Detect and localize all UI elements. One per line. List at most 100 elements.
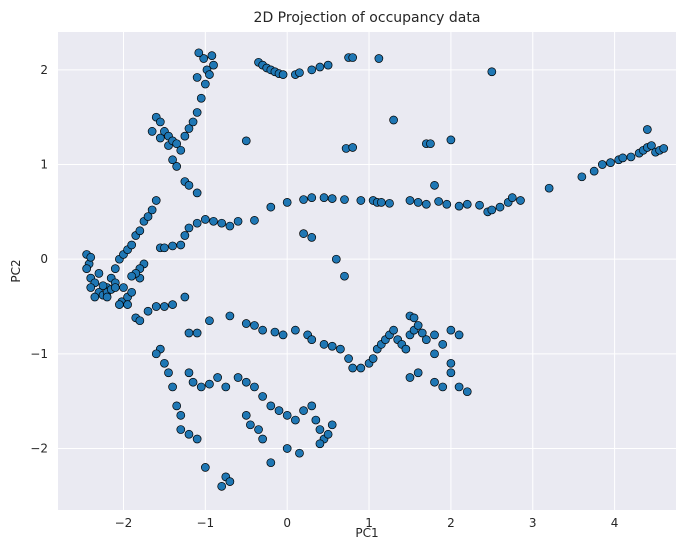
scatter-point bbox=[299, 229, 308, 238]
scatter-point bbox=[233, 373, 243, 382]
chart-title: 2D Projection of occupancy data bbox=[254, 10, 481, 26]
ticks-layer: −2 −1 0 1 2 3 4 −2 −1 0 1 2 bbox=[30, 63, 618, 530]
scatter-point bbox=[241, 411, 251, 420]
scatter-point bbox=[168, 241, 177, 251]
scatter-point bbox=[299, 406, 308, 415]
scatter-point bbox=[225, 311, 235, 321]
scatter-point bbox=[475, 200, 484, 210]
scatter-point bbox=[184, 180, 194, 190]
scatter-point bbox=[266, 202, 276, 212]
scatter-point bbox=[94, 269, 104, 278]
scatter-point bbox=[184, 368, 194, 378]
scatter-point bbox=[446, 325, 456, 335]
scatter-point bbox=[160, 243, 169, 253]
scatter-point bbox=[221, 382, 231, 392]
scatter-point bbox=[606, 158, 615, 167]
scatter-point bbox=[438, 382, 448, 392]
scatter-point bbox=[205, 316, 214, 326]
y-tick-label: −2 bbox=[30, 441, 48, 455]
scatter-point bbox=[405, 196, 415, 205]
scatter-point bbox=[176, 145, 186, 155]
scatter-point bbox=[127, 271, 137, 281]
scatter-point bbox=[430, 180, 439, 190]
scatter-point bbox=[209, 216, 218, 226]
scatter-point bbox=[315, 439, 325, 449]
scatter-point bbox=[192, 73, 202, 82]
scatter-point bbox=[417, 328, 427, 338]
scatter-point bbox=[127, 287, 137, 297]
scatter-point bbox=[291, 415, 300, 425]
scatter-point bbox=[274, 406, 284, 415]
scatter-point bbox=[331, 254, 341, 264]
scatter-point bbox=[168, 155, 177, 165]
scatter-point bbox=[278, 70, 288, 79]
scatter-point bbox=[647, 141, 656, 150]
scatter-point bbox=[184, 328, 194, 338]
scatter-point bbox=[295, 68, 304, 78]
scatter-point bbox=[311, 415, 321, 425]
scatter-point bbox=[258, 325, 267, 335]
scatter-point bbox=[155, 133, 165, 143]
scatter-point bbox=[327, 194, 337, 203]
scatter-point bbox=[413, 198, 423, 207]
scatter-point bbox=[374, 54, 384, 63]
scatter-point bbox=[597, 160, 607, 169]
scatter-point bbox=[119, 283, 128, 292]
scatter-point bbox=[430, 349, 439, 359]
scatter-point bbox=[430, 330, 439, 340]
scatter-point bbox=[225, 221, 235, 231]
scatter-point bbox=[192, 108, 202, 117]
plot-area bbox=[58, 32, 676, 510]
grid-layer bbox=[58, 32, 676, 510]
y-axis-label: PC2 bbox=[9, 259, 23, 282]
scatter-point bbox=[319, 193, 329, 202]
scatter-point bbox=[250, 321, 259, 330]
scatter-point bbox=[192, 188, 202, 198]
scatter-point bbox=[207, 51, 217, 61]
scatter-point bbox=[618, 153, 628, 163]
scatter-point bbox=[389, 115, 398, 125]
scatter-point bbox=[172, 139, 182, 149]
scatter-point bbox=[282, 411, 292, 420]
scatter-point bbox=[180, 131, 190, 141]
scatter-point bbox=[299, 195, 308, 204]
scatter-point bbox=[172, 162, 182, 171]
scatter-point bbox=[282, 198, 292, 207]
scatter-point bbox=[205, 70, 214, 79]
scatter-point bbox=[258, 392, 267, 401]
scatter-point bbox=[160, 358, 169, 368]
scatter-point bbox=[86, 283, 96, 292]
scatter-point bbox=[438, 340, 448, 349]
scatter-point bbox=[291, 325, 300, 335]
scatter-point bbox=[307, 233, 317, 242]
scatter-point bbox=[385, 198, 394, 208]
scatter-point bbox=[426, 139, 435, 149]
scatter-point bbox=[200, 79, 210, 89]
scatter-point bbox=[176, 240, 186, 250]
x-tick-label: 4 bbox=[611, 516, 619, 530]
scatter-point bbox=[446, 368, 456, 378]
scatter-point bbox=[258, 434, 267, 444]
scatter-point bbox=[454, 330, 464, 340]
scatter-point bbox=[348, 53, 358, 62]
scatter-point bbox=[430, 377, 439, 387]
scatter-point bbox=[143, 306, 153, 316]
scatter-point bbox=[516, 196, 525, 205]
scatter-point bbox=[90, 292, 100, 302]
scatter-point bbox=[184, 223, 194, 233]
scatter-point bbox=[340, 195, 349, 204]
x-tick-label: 2 bbox=[447, 516, 455, 530]
scatter-point bbox=[200, 463, 210, 472]
x-tick-label: 3 bbox=[529, 516, 537, 530]
scatter-point bbox=[323, 60, 333, 70]
scatter-point bbox=[340, 271, 349, 281]
scatter-point bbox=[319, 340, 329, 349]
scatter-point bbox=[192, 328, 202, 338]
scatter-point bbox=[135, 226, 145, 236]
scatter-point bbox=[155, 117, 165, 127]
scatter-point bbox=[110, 283, 120, 292]
scatter-point bbox=[344, 354, 353, 363]
x-tick-label: −2 bbox=[115, 516, 133, 530]
scatter-point bbox=[295, 448, 304, 458]
